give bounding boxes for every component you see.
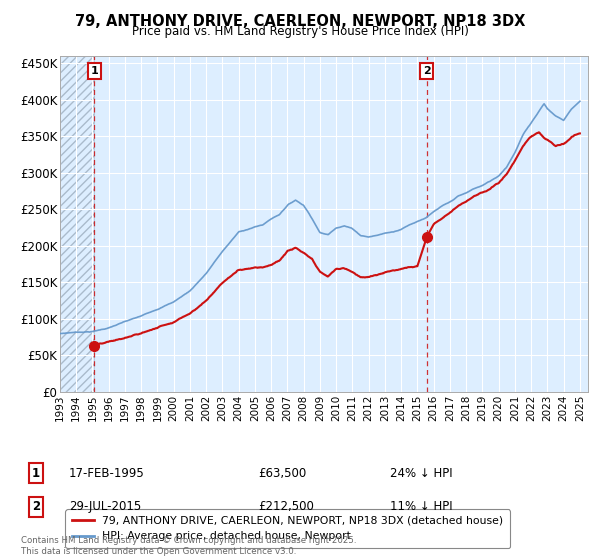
Legend: 79, ANTHONY DRIVE, CAERLEON, NEWPORT, NP18 3DX (detached house), HPI: Average pr: 79, ANTHONY DRIVE, CAERLEON, NEWPORT, NP… [65, 510, 510, 548]
Text: 17-FEB-1995: 17-FEB-1995 [69, 466, 145, 480]
Text: 2: 2 [32, 500, 40, 514]
Text: 11% ↓ HPI: 11% ↓ HPI [390, 500, 452, 514]
Text: Price paid vs. HM Land Registry's House Price Index (HPI): Price paid vs. HM Land Registry's House … [131, 25, 469, 38]
Text: £63,500: £63,500 [258, 466, 306, 480]
Text: 79, ANTHONY DRIVE, CAERLEON, NEWPORT, NP18 3DX: 79, ANTHONY DRIVE, CAERLEON, NEWPORT, NP… [75, 14, 525, 29]
Text: 1: 1 [91, 66, 98, 76]
Text: £212,500: £212,500 [258, 500, 314, 514]
Text: 24% ↓ HPI: 24% ↓ HPI [390, 466, 452, 480]
Text: 29-JUL-2015: 29-JUL-2015 [69, 500, 141, 514]
Text: 2: 2 [423, 66, 431, 76]
Text: 1: 1 [32, 466, 40, 480]
Text: Contains HM Land Registry data © Crown copyright and database right 2025.
This d: Contains HM Land Registry data © Crown c… [21, 536, 356, 556]
